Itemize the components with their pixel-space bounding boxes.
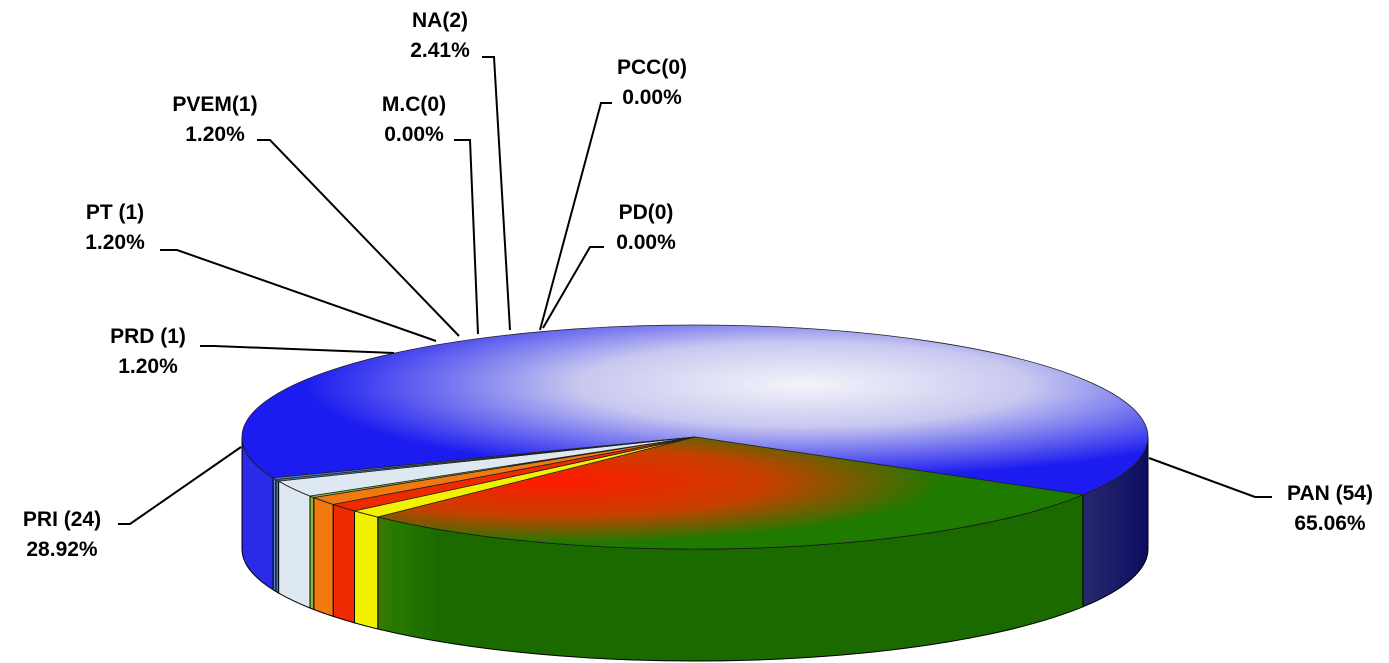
slice-label-percent-5: 0.00% [384, 123, 444, 146]
slice-label-name-6: NA(2) [412, 9, 468, 32]
leader-line-1 [118, 446, 242, 525]
leader-line-8 [542, 246, 604, 329]
leader-line-4 [257, 139, 460, 337]
leader-line-7 [539, 102, 612, 331]
pie-side-4 [313, 496, 334, 618]
slice-label-percent-7: 0.00% [622, 86, 682, 109]
leader-line-0 [1148, 457, 1272, 498]
leader-line-5 [454, 139, 479, 335]
slice-label-percent-6: 2.41% [410, 39, 470, 62]
slice-label-percent-3: 1.20% [85, 231, 145, 254]
slice-label-percent-8: 0.00% [616, 231, 676, 254]
leader-line-6 [482, 56, 511, 331]
pie-slice-0 [241, 324, 1149, 496]
slice-label-percent-2: 1.20% [118, 355, 178, 378]
pie-slice-1 [377, 436, 1085, 550]
leader-line-3 [160, 249, 437, 342]
pie-side-3 [332, 503, 356, 624]
slice-label-name-4: PVEM(1) [172, 93, 257, 116]
label-layer: PAN (54) 65.06% PRI (24) 28.92% PRD (1) 1.20%… [23, 9, 1373, 561]
slice-label-name-5: M.C(0) [382, 93, 446, 116]
slice-label-name-0: PAN (54) [1287, 482, 1373, 505]
pie-side-2 [354, 510, 379, 630]
slice-label-name-3: PT (1) [86, 201, 144, 224]
slice-label-name-1: PRI (24) [23, 508, 101, 531]
slice-label-name-8: PD(0) [619, 201, 674, 224]
slice-label-name-7: PCC(0) [617, 56, 687, 79]
pie-side-5 [309, 495, 315, 611]
slice-label-percent-1: 28.92% [26, 538, 98, 561]
slice-label-percent-4: 1.20% [185, 123, 245, 146]
slice-label-percent-0: 65.06% [1294, 512, 1366, 535]
slice-label-name-2: PRD (1) [110, 325, 186, 348]
pie-side-8 [272, 476, 277, 593]
pie-top-layer [241, 324, 1149, 550]
pie-slice-8 [272, 436, 696, 480]
pie-side-6 [278, 480, 311, 609]
leader-line-2 [200, 345, 395, 354]
